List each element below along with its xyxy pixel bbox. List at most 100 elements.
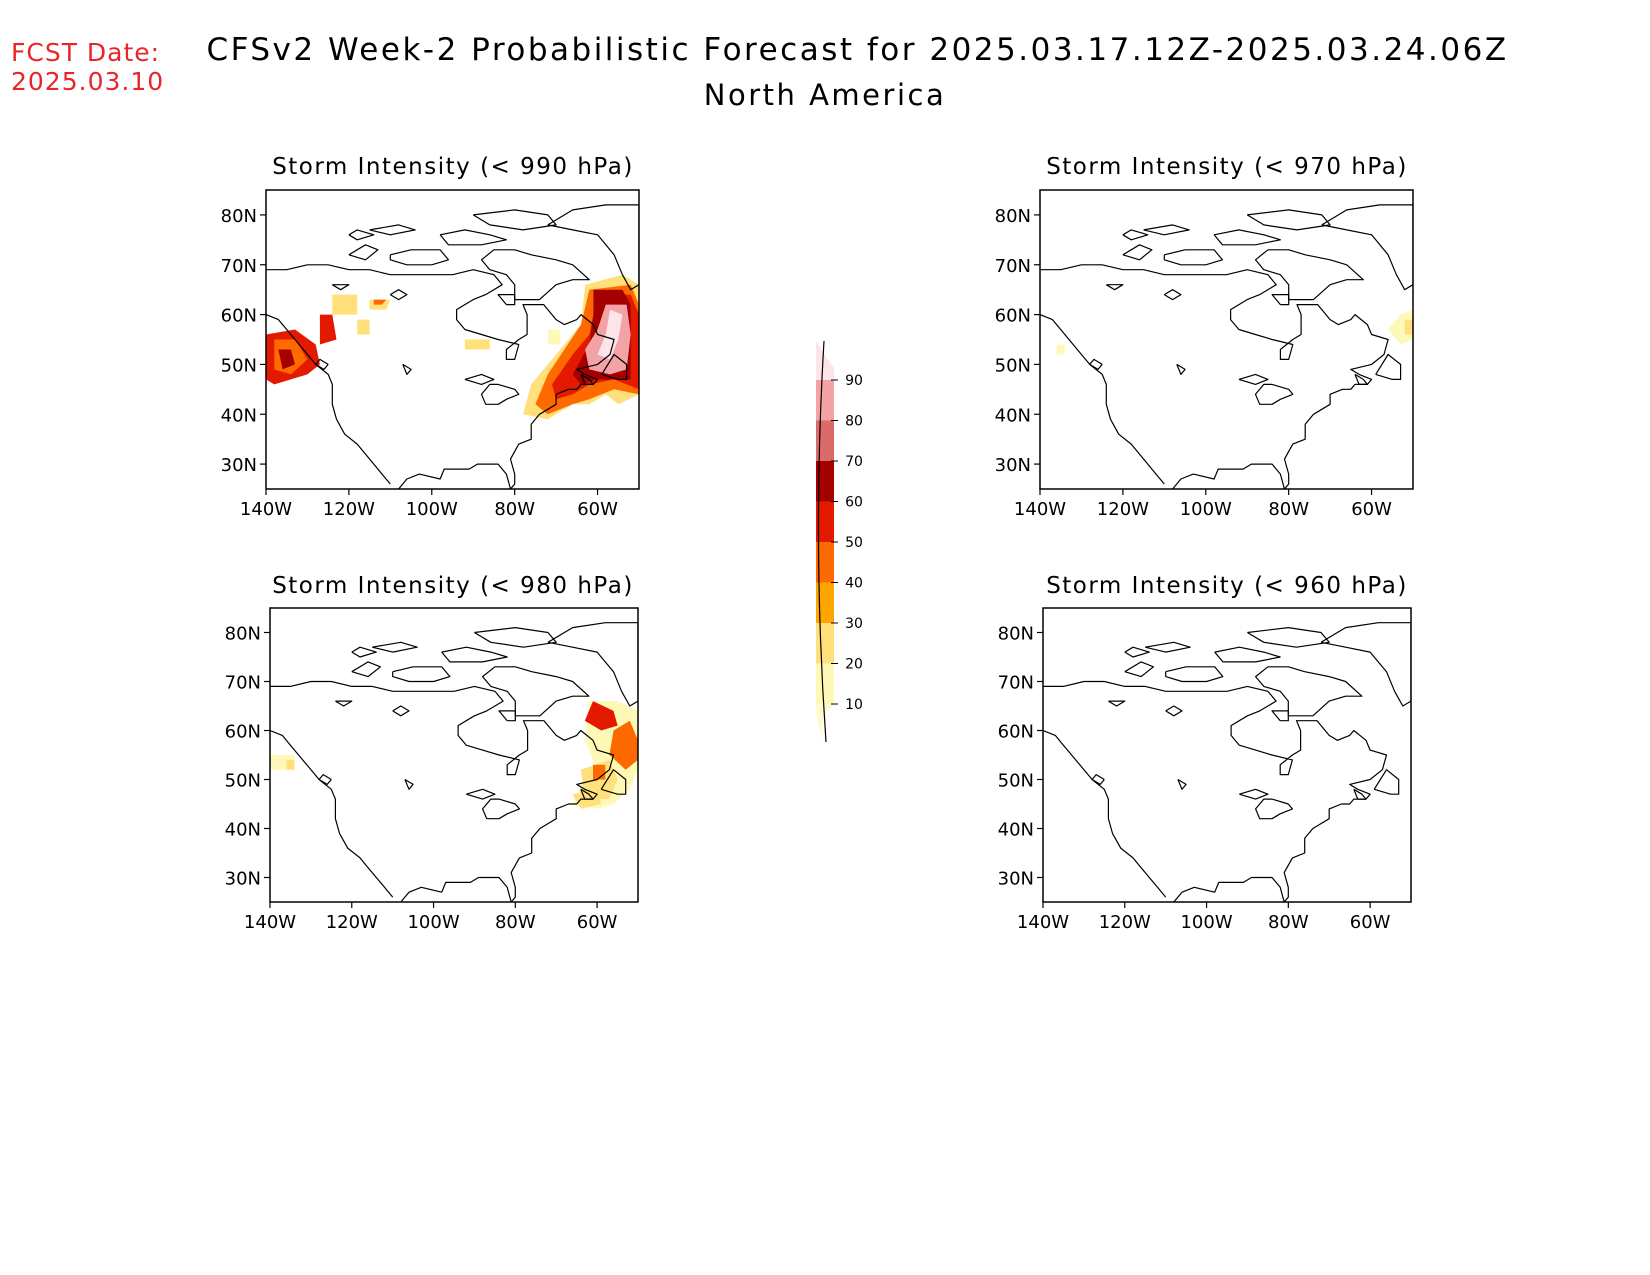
probability-region [357,319,370,335]
coastline-segment [1354,373,1368,385]
coastline-segment [1145,641,1191,653]
coastline-segment [389,249,449,266]
colorbar-swatch [816,461,834,502]
lon-tick-label: 60W [1350,912,1391,933]
lat-tick-label: 50N [221,355,257,376]
lon-tick-label: 140W [1014,499,1066,520]
probability-region [319,314,337,345]
colorbar-label: 20 [845,657,863,673]
map-panel: Storm Intensity (< 960 hPa) 80N 70N 60N 50N 4… [998,573,1412,933]
lon-tick-label: 80W [1268,499,1309,520]
colorbar-swatch [816,380,834,421]
lon-tick-label: 120W [323,499,375,520]
coastline-segment [1124,646,1150,658]
coastline-segment [1254,383,1294,405]
map-panel: Storm Intensity (< 970 hPa) 80N 70N 60N 50N 4… [995,154,1414,520]
lon-tick-label: 80W [494,499,535,520]
coastline-segment [1254,249,1364,301]
coastline-segment [1320,622,1411,707]
coastline-segment [351,646,377,658]
coastline-segment [1122,244,1153,261]
lon-tick-label: 140W [240,499,292,520]
colorbar-label: 40 [845,576,863,592]
lon-tick-label: 120W [1099,912,1151,933]
coastline-segment [266,264,615,489]
panel-title: Storm Intensity (< 960 hPa) [1046,573,1408,599]
map-panel: Storm Intensity (< 980 hPa) 80N 70N 60N 50N 4… [225,573,639,933]
lat-tick-label: 60N [221,306,257,327]
lon-tick-label: 60W [577,499,618,520]
coastline-segment [315,358,329,370]
coastline-segment [348,229,375,241]
lat-tick-label: 40N [998,820,1034,841]
map-frame [265,189,640,490]
forecast-date-label: FCST Date: [11,38,161,67]
coastline-segment [1255,666,1363,717]
coastline-segment [1239,788,1269,800]
coastline-segment [1255,798,1293,820]
coastline-segment [580,788,594,800]
coastline-segment [1353,788,1367,800]
coastline-segment [389,289,408,301]
coastline [1043,622,1411,902]
lat-tick-label: 70N [995,256,1031,277]
coastline-segment [601,353,628,380]
coastline-segment [270,680,615,902]
probability-region [1388,309,1413,345]
page-subtitle: North America [703,78,947,112]
lat-tick-label: 60N [225,722,261,743]
coastline-segment [402,363,412,375]
lat-tick-label: 50N [995,355,1031,376]
coastline-segment [404,778,414,790]
lon-tick-label: 140W [244,912,296,933]
lat-tick-label: 80N [221,206,257,227]
lat-tick-label: 30N [995,455,1031,476]
coastline-segment [1165,705,1183,717]
coastline-segment [1043,729,1167,898]
lat-tick-label: 40N [221,405,257,426]
probability-shading [266,274,639,420]
coastline-segment [318,774,332,785]
lat-tick-label: 70N [221,256,257,277]
forecast-date: FCST Date: 2025.03.10 [11,38,164,96]
coastline-segment [1177,778,1187,790]
coastline-segment [270,729,394,898]
colorbar-label: 80 [845,414,863,430]
colorbar-swatch [816,582,834,623]
lat-tick-label: 50N [998,771,1034,792]
colorbar-swatch [816,663,834,704]
coastline-segment [1247,627,1330,648]
map-frame [1042,607,1412,903]
lon-tick-label: 100W [1180,912,1232,933]
probability-region [1056,344,1065,355]
coastline-segment [464,373,495,385]
coastline-segment [1122,229,1149,241]
probability-region [286,759,295,770]
colorbar-label: 30 [845,616,863,632]
coastline-segment [1163,249,1223,266]
colorbar-label: 90 [845,373,863,389]
colorbar-swatch [816,341,834,380]
lat-tick-label: 70N [998,673,1034,694]
coastline-segment [482,666,590,717]
coastline-segment [331,284,350,291]
lat-tick-label: 30N [998,869,1034,890]
lon-tick-label: 140W [1017,912,1069,933]
colorbar-swatch [816,542,834,583]
colorbar-label: 10 [845,697,863,713]
lat-tick-label: 80N [998,624,1034,645]
lat-tick-label: 60N [995,306,1031,327]
coastline-segment [392,666,451,683]
coastline-segment [1108,700,1126,707]
lon-tick-label: 60W [1351,499,1392,520]
colorbar-label: 60 [845,495,863,511]
coastline-segment [580,373,594,385]
probability-shading [1056,309,1413,355]
lon-tick-label: 100W [407,912,459,933]
coastline [1040,204,1413,489]
lat-tick-label: 80N [995,206,1031,227]
colorbar-label: 70 [845,454,863,470]
coastline-segment [348,244,379,261]
lon-tick-label: 60W [577,912,618,933]
